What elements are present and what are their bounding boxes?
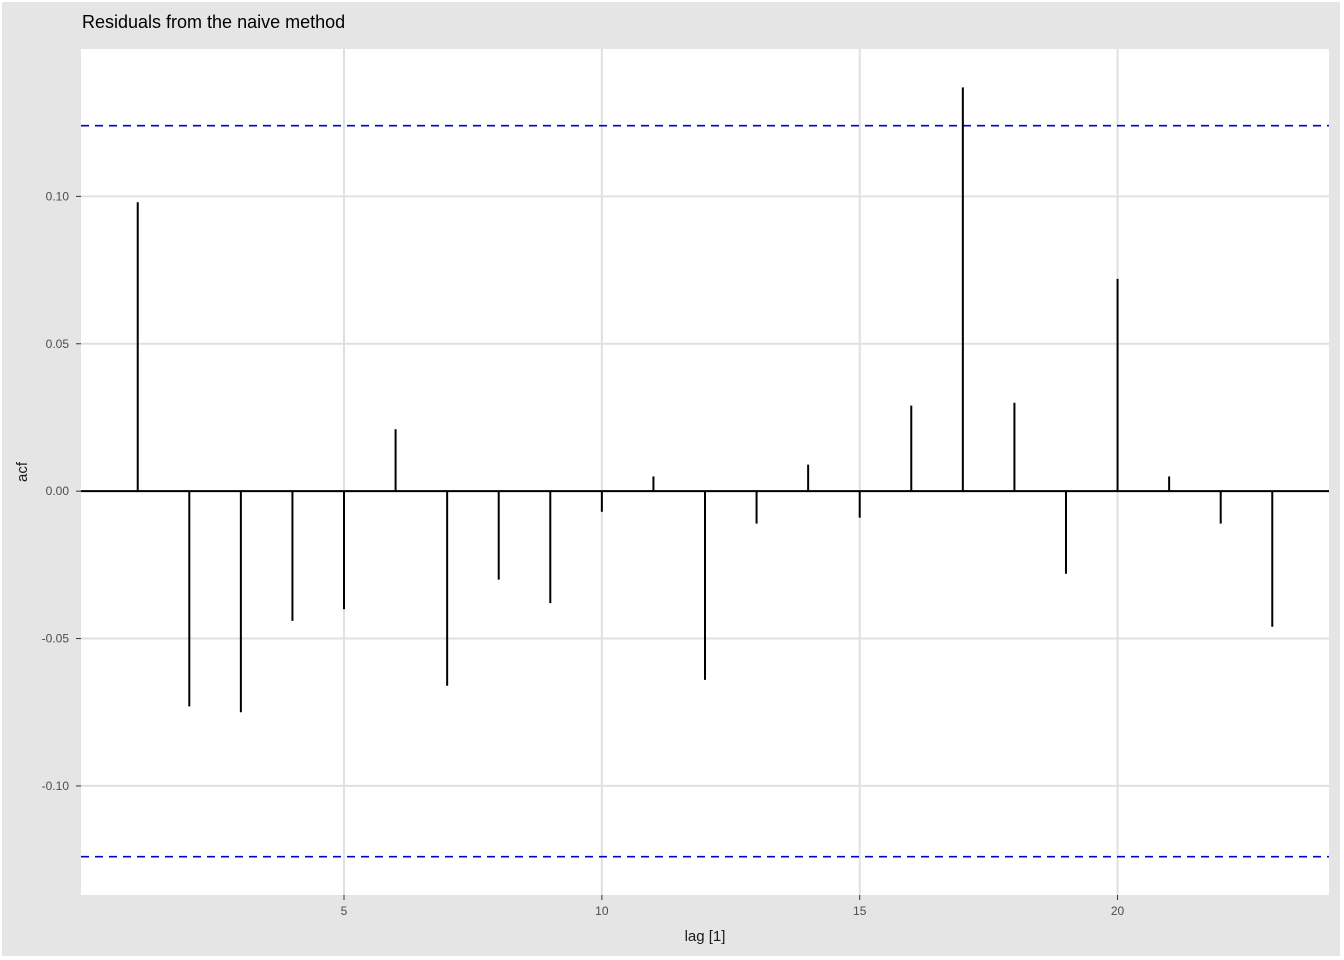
y-tick-label: 0.10 <box>46 189 70 203</box>
x-axis-title: lag [1] <box>685 928 726 945</box>
chart-title: Residuals from the naive method <box>82 12 345 32</box>
y-axis-ticks: -0.10 -0.05 0.00 0.05 0.10 <box>42 189 81 793</box>
x-tick-label: 20 <box>1111 904 1125 918</box>
y-axis-title: acf <box>14 461 31 482</box>
x-tick-label: 5 <box>341 904 348 918</box>
plot-panel <box>81 49 1329 895</box>
y-tick-label: 0.05 <box>46 337 70 351</box>
x-axis-ticks: 5 10 15 20 <box>341 895 1125 918</box>
y-tick-label: -0.10 <box>42 779 70 793</box>
x-tick-label: 10 <box>595 904 609 918</box>
y-tick-label: 0.00 <box>46 484 70 498</box>
confidence-bounds <box>81 124 1329 858</box>
y-tick-label: -0.05 <box>42 632 70 646</box>
x-tick-label: 15 <box>853 904 867 918</box>
acf-bars <box>136 87 1274 713</box>
